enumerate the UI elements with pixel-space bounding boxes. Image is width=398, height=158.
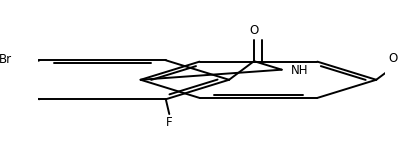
Text: O: O — [250, 24, 259, 37]
Text: F: F — [166, 115, 173, 129]
Text: NH: NH — [291, 64, 308, 77]
Text: Br: Br — [0, 53, 12, 66]
Text: O: O — [388, 52, 398, 65]
